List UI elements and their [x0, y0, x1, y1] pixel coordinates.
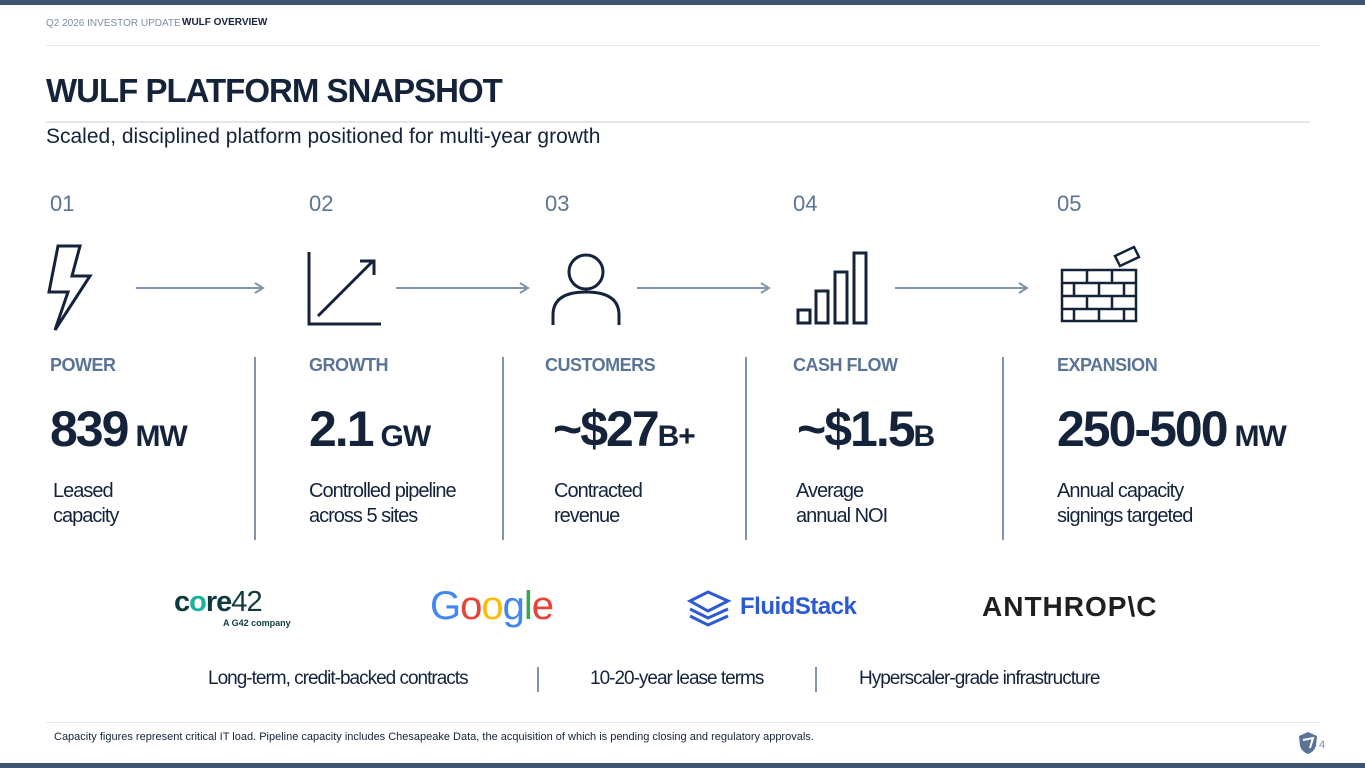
power-icon	[47, 244, 93, 331]
divider	[46, 722, 1320, 723]
caption-line: Leased	[53, 480, 114, 502]
value-number: 2.1	[309, 401, 375, 457]
value-unit: B	[913, 420, 936, 453]
customers-icon	[567, 253, 605, 291]
caption-line: Annual capacity	[1057, 480, 1184, 502]
divider	[46, 45, 1320, 46]
column-divider	[745, 357, 747, 540]
caption-line: annual NOI	[796, 505, 888, 527]
step-value: 250-500 MW	[1057, 400, 1287, 458]
step-caption: Contracted revenue	[554, 479, 643, 529]
step-label: CASH FLOW	[793, 355, 898, 375]
step-caption: Annual capacity signings targeted	[1057, 479, 1193, 529]
step-number: 04	[793, 191, 818, 216]
value-unit: MW	[135, 420, 187, 453]
anthropic-logo: ANTHROP\C	[982, 591, 1158, 622]
caption-line: capacity	[53, 505, 119, 527]
customers-icon	[551, 290, 621, 325]
step-caption: Average annual NOI	[796, 479, 888, 529]
step-caption: Leased capacity	[53, 479, 119, 529]
step-value: 839 MW	[50, 400, 188, 458]
footnote: Capacity figures represent critical IT l…	[54, 731, 814, 743]
step-value: ~$27B+	[553, 400, 696, 458]
value-number: ~$27	[553, 401, 660, 457]
step-label: CUSTOMERS	[545, 355, 656, 375]
expansion-icon	[1060, 245, 1141, 323]
divider	[46, 121, 1310, 123]
core42-tagline: A G42 company	[223, 618, 291, 628]
step-value: 2.1 GW	[309, 400, 432, 458]
step-number: 03	[545, 191, 570, 216]
step-number: 05	[1057, 191, 1082, 216]
page-number: 4	[1319, 739, 1326, 751]
growth-icon	[307, 252, 381, 326]
column-divider	[502, 357, 504, 540]
highlight: 10-20-year lease terms	[590, 668, 764, 689]
step-label: GROWTH	[309, 355, 388, 375]
highlight: Hyperscaler-grade infrastructure	[859, 668, 1100, 689]
value-unit: B+	[657, 420, 696, 453]
value-number: ~$1.5	[797, 401, 916, 457]
caption-line: across 5 sites	[309, 505, 418, 527]
arrows	[136, 282, 1029, 294]
icon-row	[47, 244, 1141, 331]
fluidstack-mark	[686, 590, 732, 627]
title: WULF PLATFORM SNAPSHOT	[46, 72, 503, 109]
bottom-bar	[0, 763, 1365, 768]
highlight: Long-term, credit-backed contracts	[208, 668, 469, 689]
value-unit: GW	[380, 420, 432, 453]
step-value: ~$1.5B	[797, 400, 936, 458]
cashflow-icon	[796, 251, 868, 325]
value-unit: MW	[1234, 420, 1287, 453]
step-label: EXPANSION	[1057, 355, 1158, 375]
section-label: Q2 2026 INVESTOR UPDATE	[46, 18, 181, 29]
top-bar	[0, 0, 1365, 5]
subtitle: Scaled, disciplined platform positioned …	[46, 125, 601, 148]
step-number: 01	[50, 191, 75, 216]
google-logo: Google	[430, 584, 554, 628]
core42-logo: core42	[174, 586, 263, 618]
step-caption: Controlled pipeline across 5 sites	[309, 479, 457, 529]
column-divider	[1002, 357, 1004, 540]
subsection-label: WULF OVERVIEW	[182, 17, 268, 28]
column-divider	[254, 357, 256, 540]
caption-line: Contracted	[554, 480, 643, 502]
caption-line: signings targeted	[1057, 505, 1193, 527]
company-shield	[1299, 732, 1317, 754]
highlight-separator	[815, 667, 817, 692]
value-number: 839	[50, 401, 129, 457]
caption-line: Average	[796, 480, 864, 502]
step-number: 02	[309, 191, 334, 216]
value-number: 250-500	[1057, 401, 1228, 457]
step-label: POWER	[50, 355, 116, 375]
caption-line: Controlled pipeline	[309, 480, 457, 502]
fluidstack-logo: FluidStack	[740, 593, 857, 620]
highlight-separator	[537, 667, 539, 692]
caption-line: revenue	[554, 505, 620, 527]
